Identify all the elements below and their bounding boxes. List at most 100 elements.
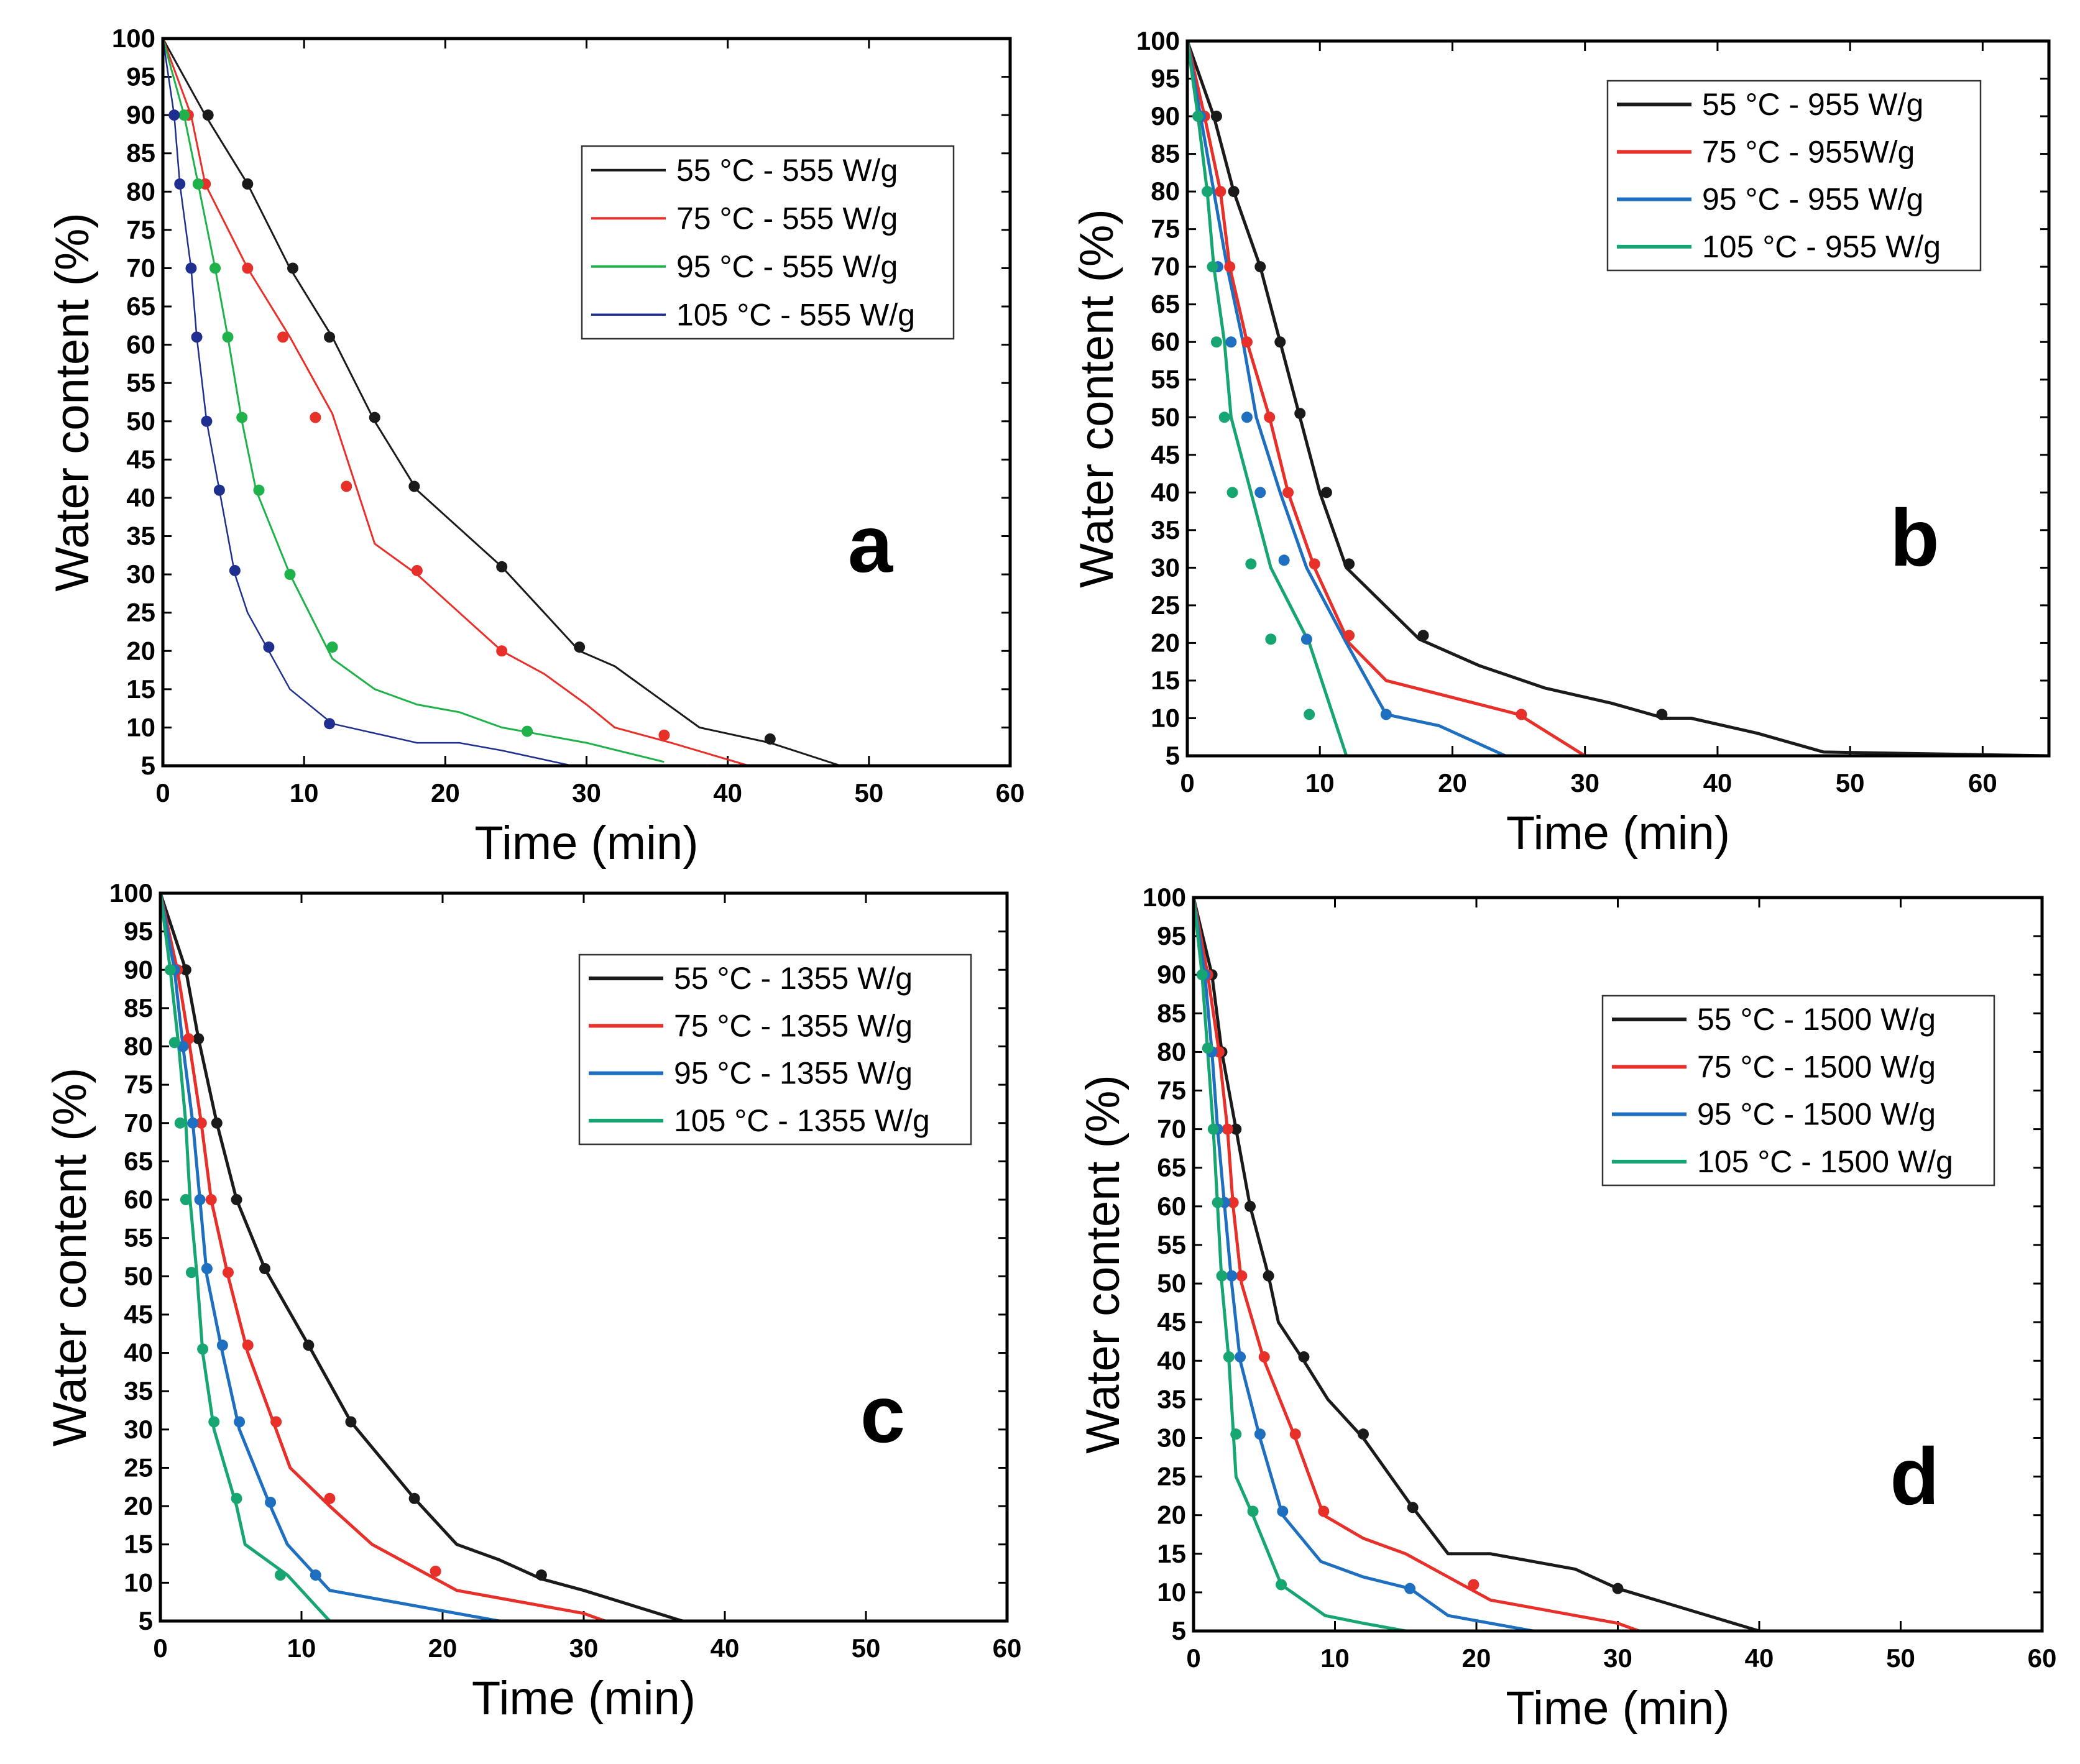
series-line-4 [1192,897,2042,1633]
data-point-3 [201,1262,213,1274]
x-tick-label: 40 [713,778,742,807]
data-point-2 [1264,411,1276,423]
legend-label-4: 105 °C - 1355 W/g [674,1103,930,1138]
x-axis-title: Time (min) [472,1672,696,1725]
legend-box [581,145,955,340]
legend-box [578,953,972,1146]
y-tick-label: 65 [124,1146,153,1175]
data-point-1 [1417,630,1429,641]
data-point-2 [1343,630,1355,641]
y-tick-label: 25 [1151,590,1180,620]
data-point-4 [174,1117,186,1129]
x-tick-label: 20 [431,778,460,807]
data-point-1 [1298,1351,1310,1363]
data-point-1 [1245,1200,1256,1212]
y-tick-label: 65 [1157,1153,1186,1182]
y-tick-label: 25 [1157,1462,1186,1491]
data-point-4 [231,1492,242,1504]
data-point-3 [194,1194,206,1206]
data-point-4 [1276,1579,1287,1591]
y-tick-label: 30 [1157,1423,1186,1452]
data-point-4 [1230,1428,1242,1440]
series-line-1 [1192,897,2042,1633]
data-point-1 [574,641,586,653]
legend-box [1606,80,1982,272]
data-point-2 [1468,1579,1479,1591]
data-point-2 [270,1416,282,1428]
y-tick-label: 65 [126,292,155,321]
x-tick-label: 50 [1886,1643,1915,1673]
y-tick-label: 60 [1157,1192,1186,1221]
x-tick-label: 10 [287,1633,316,1663]
data-point-3 [1226,1270,1238,1282]
data-point-2 [1222,1123,1233,1135]
data-point-4 [229,564,241,576]
y-tick-label: 45 [126,444,155,474]
y-tick-label: 35 [126,521,155,551]
data-point-1 [1343,558,1355,570]
data-point-3 [216,1339,228,1351]
y-tick-label: 70 [126,253,155,282]
y-tick-label: 25 [126,598,155,627]
data-point-3 [1254,1428,1266,1440]
legend-label-2: 75 °C - 1355 W/g [674,1008,913,1043]
series-line-3 [1185,40,1506,758]
x-tick-label: 10 [290,778,319,807]
y-tick-label: 90 [126,100,155,129]
plot-frame [159,891,1009,1623]
x-tick-label: 0 [1180,768,1194,797]
y-tick-label: 75 [124,1070,153,1099]
data-point-1 [369,411,380,423]
y-tick-label: 70 [1157,1114,1186,1144]
data-point-2 [183,1033,195,1045]
y-tick-label: 100 [1136,26,1180,55]
y-tick-label: 20 [124,1491,153,1520]
data-point-4 [197,1343,209,1355]
legend-label-3: 95 °C - 555 W/g [676,249,898,284]
y-tick-label: 45 [1151,440,1180,469]
data-point-4 [1201,186,1213,198]
data-point-3 [1225,336,1237,348]
y-tick-label: 70 [1151,252,1180,281]
data-point-2 [277,331,289,343]
y-tick-label: 35 [1157,1384,1186,1413]
x-tick-label: 30 [1570,768,1599,797]
data-point-2 [1215,186,1226,198]
legend-label-2: 75 °C - 555 W/g [676,201,898,236]
legend: 55 °C - 955 W/g 75 °C - 955W/g 95 °C - 955… [1606,80,1982,272]
legend-label-1: 55 °C - 1355 W/g [674,961,913,996]
data-point-1 [259,1262,270,1274]
y-tick-label: 35 [1151,515,1180,544]
legend-label-4: 105 °C - 955 W/g [1702,229,1941,264]
y-tick-label: 20 [1157,1500,1186,1530]
panel-a: 5101520253035404550556065707580859095100… [46,24,1024,870]
data-point-1 [211,1117,223,1129]
y-tick-label: 80 [1151,177,1180,206]
data-point-1 [303,1339,315,1351]
y-tick-label: 75 [1151,214,1180,244]
data-point-1 [535,1569,547,1581]
data-point-2 [195,1117,207,1129]
series-line-2 [1192,897,1640,1633]
y-tick-label: 45 [1157,1307,1186,1336]
y-tick-label: 45 [124,1300,153,1329]
data-point-2 [496,645,508,657]
data-point-2 [310,411,321,423]
y-tick-label: 50 [1151,402,1180,431]
data-point-2 [1309,558,1320,570]
data-point-4 [263,641,275,653]
x-tick-label: 20 [1462,1643,1491,1673]
data-point-4 [1245,558,1257,570]
legend-label-1: 55 °C - 555 W/g [676,153,898,188]
data-point-2 [1289,1428,1301,1440]
data-point-3 [310,1569,321,1581]
legend-label-2: 75 °C - 955W/g [1702,134,1915,169]
data-point-2 [411,564,423,576]
y-tick-label: 50 [1157,1269,1186,1298]
data-point-2 [1258,1351,1270,1363]
data-point-3 [284,569,296,581]
data-point-2 [1236,1270,1248,1282]
y-tick-label: 85 [1151,139,1180,168]
data-point-4 [1212,1197,1223,1208]
